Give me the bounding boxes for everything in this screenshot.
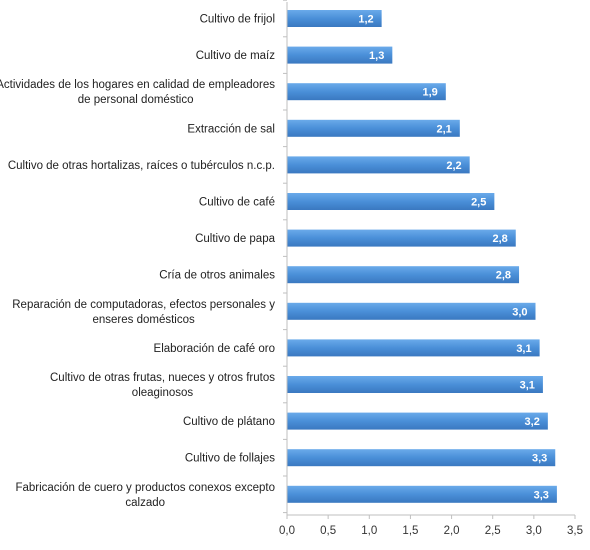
x-tick-label: 2,0 [444, 525, 460, 537]
data-label: 3,1 [520, 380, 535, 392]
category-label: Cultivo de plátano [183, 416, 275, 428]
x-tick-label: 1,0 [361, 525, 377, 537]
bar [287, 449, 556, 467]
category-label: Cultivo de café [199, 197, 275, 209]
bar [287, 485, 557, 503]
category-label: Reparación de computadoras, efectos pers… [12, 299, 275, 326]
x-axis: 0,0 0,5 1,0 1,5 2,0 2,5 3,0 3,5 [279, 0, 583, 537]
bar [287, 266, 520, 284]
bar [287, 412, 548, 430]
bar [287, 83, 446, 101]
category-label: Cultivo de maíz [196, 50, 276, 62]
bar [287, 229, 516, 247]
bar [287, 10, 382, 27]
data-label: 3,3 [532, 453, 547, 465]
data-label: 2,8 [496, 270, 511, 282]
data-label: 1,3 [369, 50, 384, 62]
category-label: Cultivo de otras frutas, nueces y otros … [50, 372, 275, 399]
x-tick-label: 0,0 [279, 525, 295, 537]
data-label: 1,2 [358, 14, 373, 26]
x-tick-label: 3,0 [526, 525, 542, 537]
bar [287, 46, 393, 64]
x-tick-label: 2,5 [485, 525, 501, 537]
category-label: Cría de otros animales [159, 270, 275, 282]
data-label: 2,5 [471, 197, 486, 209]
category-label: Fabricación de cuero y productos conexos… [15, 482, 275, 509]
bar [287, 193, 495, 210]
bar [287, 376, 543, 393]
x-tick-label: 3,5 [567, 525, 583, 537]
data-label: 3,2 [525, 416, 540, 428]
bar [287, 302, 536, 320]
data-label: 2,1 [437, 123, 452, 135]
category-label: Actividades de los hogares en calidad de… [0, 79, 275, 106]
x-tick-label: 0,5 [320, 525, 336, 537]
bars-layer: 1,2 1,3 1,9 2,1 2,2 2,5 2,8 2,8 3,0 3,1 3,1 3,2 3,3 3… [287, 10, 557, 503]
bar [287, 119, 460, 137]
data-label: 3,0 [512, 306, 527, 318]
category-label: Elaboración de café oro [154, 343, 275, 355]
category-label: Cultivo de papa [195, 233, 276, 245]
category-label: Cultivo de frijol [200, 14, 275, 26]
data-label: 3,3 [534, 489, 549, 501]
bar [287, 339, 540, 357]
data-label: 3,1 [516, 343, 531, 355]
category-label: Extracción de sal [187, 123, 275, 135]
data-label: 2,8 [492, 233, 507, 245]
data-label: 2,2 [446, 160, 461, 172]
category-labels: Cultivo de frijol Cultivo de maíz Activida… [0, 14, 276, 509]
x-tick-label: 1,5 [402, 525, 418, 537]
category-label: Cultivo de follajes [185, 453, 275, 465]
bar [287, 156, 470, 174]
category-label: Cultivo de otras hortalizas, raíces o tu… [8, 160, 275, 172]
data-label: 1,9 [423, 87, 438, 99]
